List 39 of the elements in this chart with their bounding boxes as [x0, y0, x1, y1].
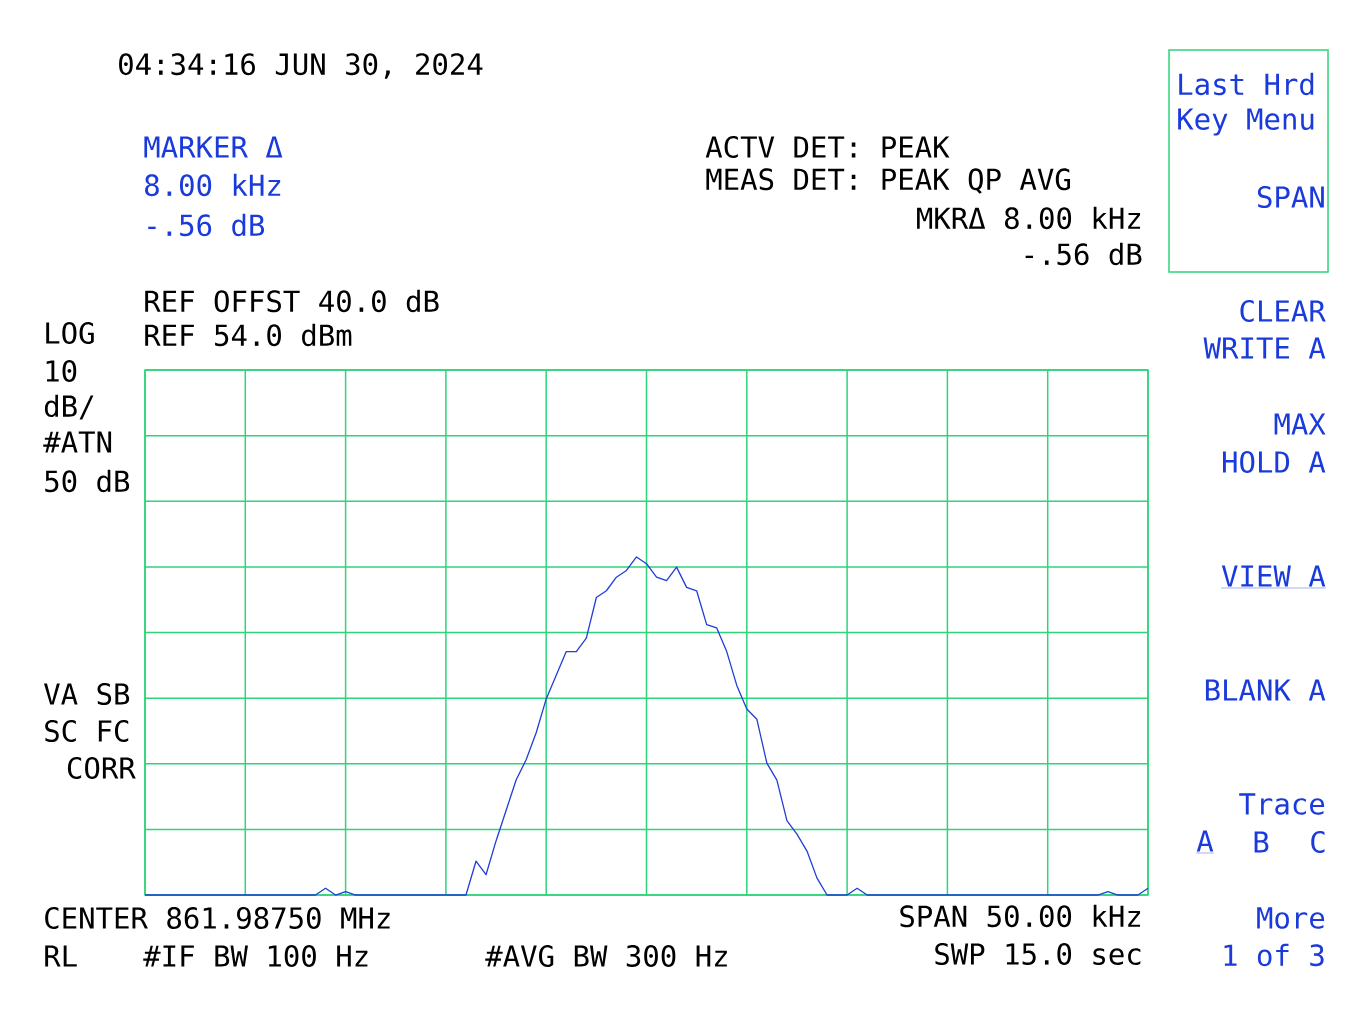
text: MEAS DET: PEAK QP AVG	[706, 168, 1070, 194]
text: CLEAR	[1240, 300, 1326, 322]
text: LOG	[46, 322, 94, 344]
text: -.56 dB	[148, 213, 265, 237]
text: #IF BW 100 Hz	[143, 945, 368, 967]
text: Trace	[1239, 793, 1325, 815]
text: Last Hrd	[1179, 72, 1314, 96]
text: dB/	[44, 394, 94, 420]
text: 50 dB	[45, 469, 130, 493]
text: SPAN	[1257, 186, 1324, 208]
text: C	[1311, 831, 1325, 853]
text: #ATN	[43, 431, 112, 453]
text: A	[1196, 830, 1214, 852]
text: 1 of 3	[1224, 943, 1324, 967]
text: CENTER 861.98750 MHz	[45, 907, 390, 929]
text: WRITE A	[1203, 337, 1326, 359]
text: VA SB	[44, 683, 130, 705]
text: 8.00 kHz	[145, 173, 281, 197]
text: ACTV DET: PEAK	[705, 136, 950, 158]
text: Key Menu	[1178, 108, 1314, 136]
text: REF OFFST 40.0 dB	[145, 289, 439, 313]
text: REF 54.0 dBm	[145, 323, 352, 347]
text: B	[1254, 831, 1269, 853]
text: BLANK A	[1205, 679, 1326, 701]
text: VIEW A	[1221, 565, 1326, 587]
text: 04:34:16 JUN 30, 2024	[119, 53, 483, 79]
text: CORR	[67, 757, 136, 779]
text: #AVG BW 300 Hz	[485, 945, 727, 967]
text: HOLD A	[1223, 451, 1326, 473]
text: SPAN 50.00 kHz	[900, 904, 1141, 928]
text: 10	[46, 360, 77, 382]
text: SWP 15.0 sec	[935, 943, 1141, 965]
text: -.56 dB	[1025, 242, 1142, 266]
text: More	[1257, 907, 1325, 929]
text: MKRΔ 8.00 kHz	[917, 206, 1141, 230]
text: MARKER Δ	[144, 136, 283, 158]
text: MAX	[1274, 413, 1326, 435]
text: RL	[45, 945, 77, 967]
text: SC FC	[45, 720, 129, 742]
